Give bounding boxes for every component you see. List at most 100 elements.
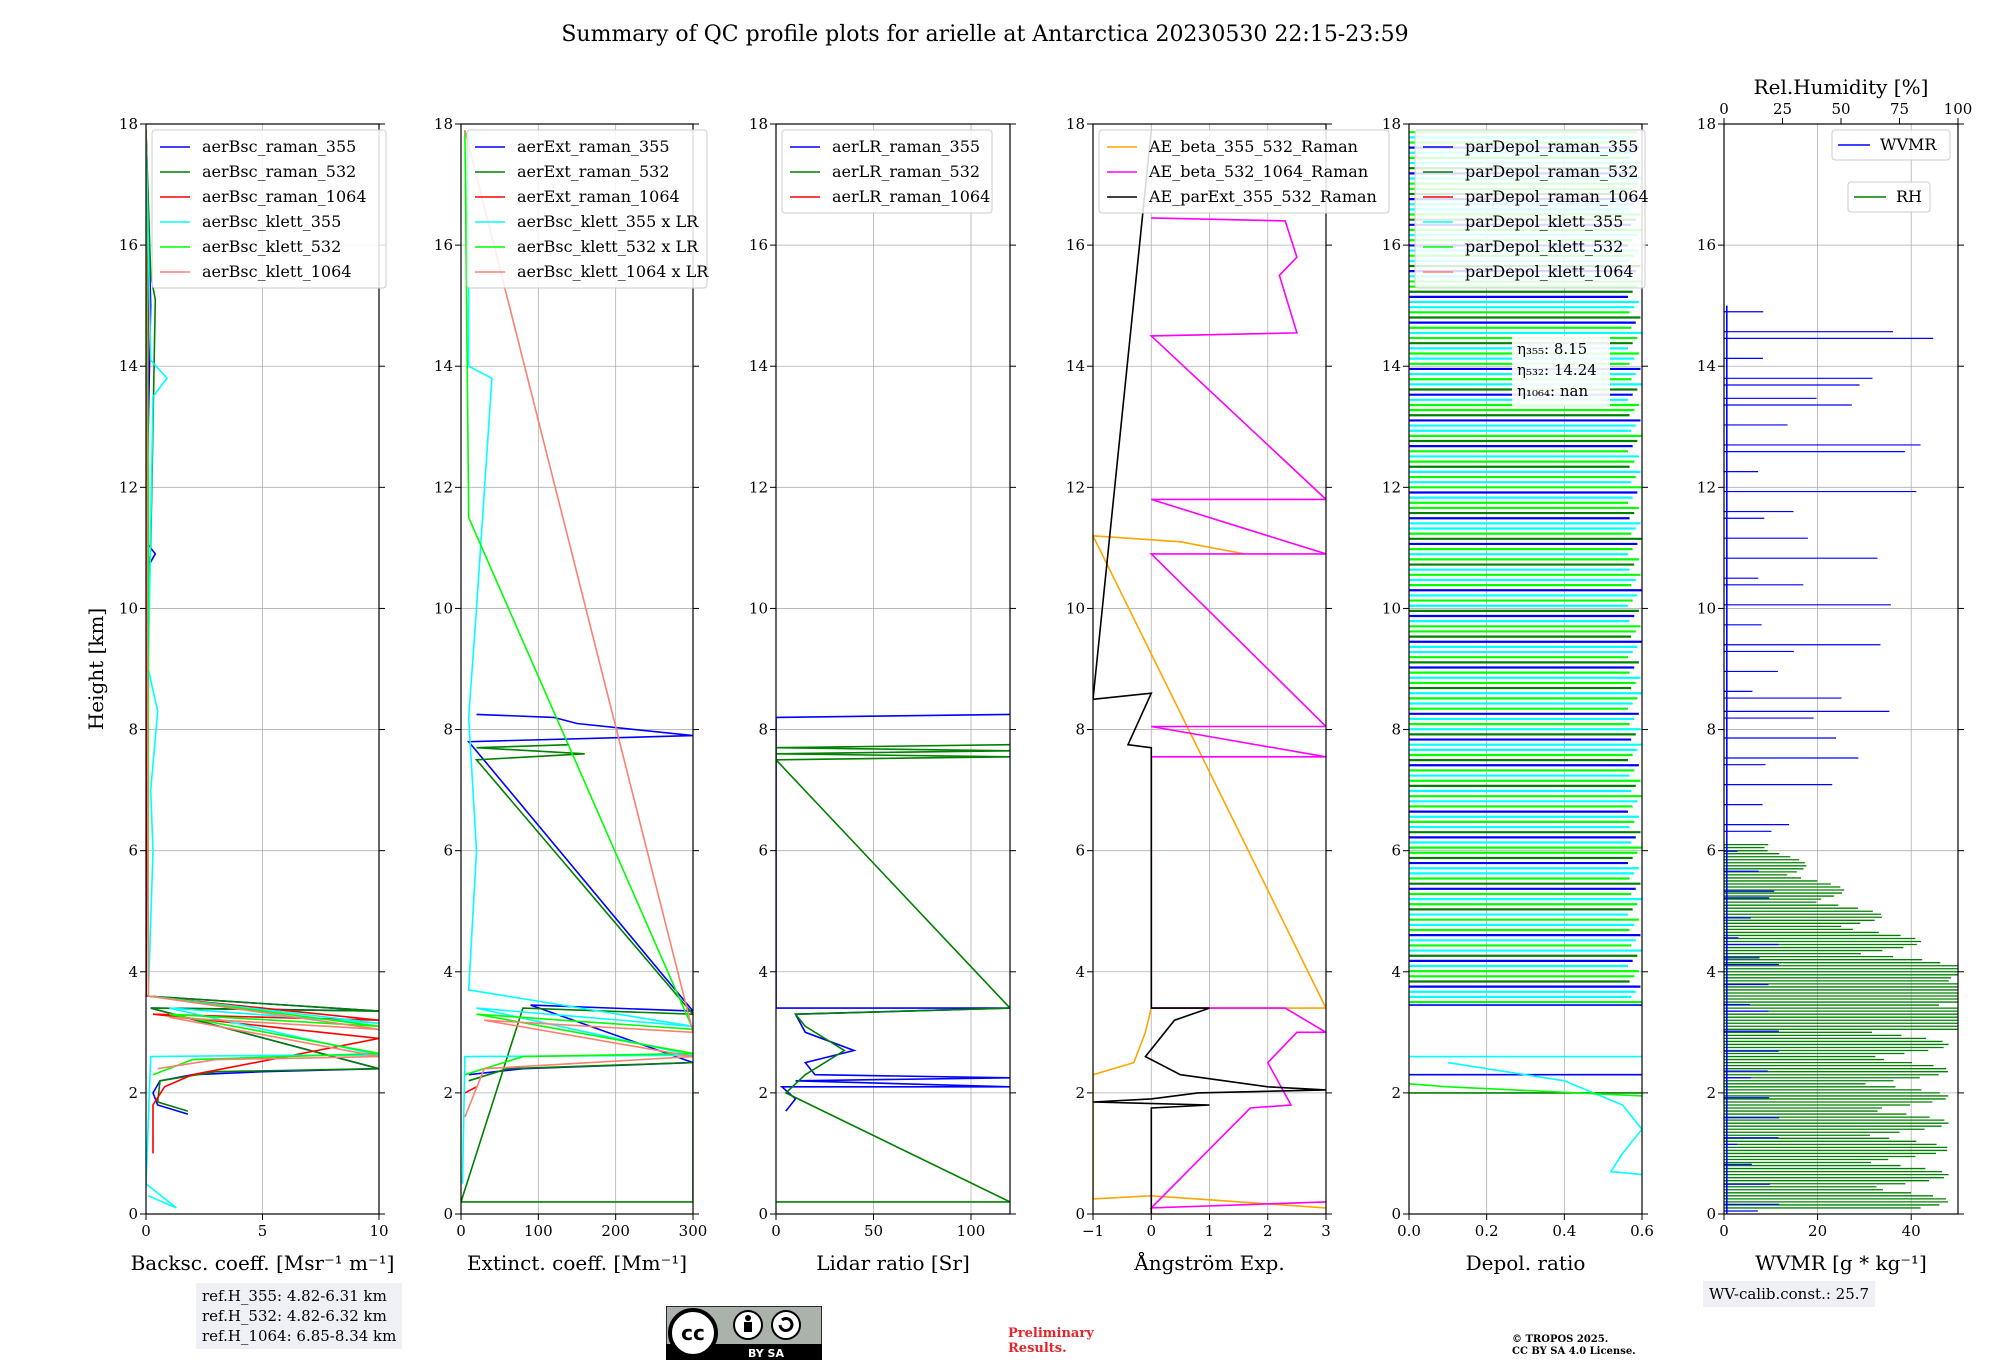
x-axis-label: Depol. ratio bbox=[1466, 1251, 1586, 1275]
y-tick-label: 2 bbox=[1706, 1084, 1716, 1102]
y-tick-label: 4 bbox=[1391, 963, 1401, 981]
series-line-aerBsc_klett_1064 x LR bbox=[464, 129, 693, 1118]
legend-entry: aerLR_raman_1064 bbox=[832, 187, 990, 206]
x-axis-label: Extinct. coeff. [Mm⁻¹] bbox=[467, 1251, 687, 1275]
preliminary-line-2: Results. bbox=[1008, 1341, 1067, 1356]
x-tick-label: 0 bbox=[1146, 1222, 1156, 1240]
legend-entry: aerExt_raman_532 bbox=[517, 162, 670, 181]
y-tick-label: 18 bbox=[1697, 115, 1716, 133]
ref-height-355: ref.H_355: 4.82-6.31 km bbox=[202, 1287, 387, 1305]
legend-box bbox=[151, 129, 387, 289]
y-tick-label: 12 bbox=[1697, 478, 1716, 496]
y-tick-label: 12 bbox=[434, 478, 453, 496]
series-line-aerBsc_raman_532 bbox=[146, 130, 379, 1112]
legend-box bbox=[466, 129, 708, 289]
y-tick-label: 2 bbox=[1075, 1084, 1085, 1102]
legend-entry: parDepol_raman_532 bbox=[1465, 162, 1638, 181]
y-tick-label: 10 bbox=[1382, 599, 1401, 617]
legend-entry: parDepol_raman_355 bbox=[1465, 137, 1638, 156]
y-tick-label: 16 bbox=[1066, 236, 1085, 254]
svg-text:cc: cc bbox=[681, 1321, 705, 1345]
preliminary-line-1: Preliminary bbox=[1008, 1326, 1094, 1341]
y-tick-label: 10 bbox=[119, 599, 138, 617]
y-tick-label: 8 bbox=[1391, 721, 1401, 739]
eta-label: η₅₃₂: 14.24 bbox=[1517, 361, 1597, 379]
y-tick-label: 8 bbox=[128, 721, 138, 739]
plot-area bbox=[1724, 305, 1958, 1214]
series-line-aerBsc_klett_355 x LR bbox=[461, 130, 693, 1184]
legend-entry: aerExt_raman_1064 bbox=[517, 187, 680, 206]
panel-p1: 0 5 10 0 2 4 6 8 10 12 14 16 18 Backsc. coeff. [Msr⁻¹… bbox=[84, 115, 394, 1275]
x-tick-label: 40 bbox=[1902, 1222, 1921, 1240]
y-tick-label: 0 bbox=[128, 1205, 138, 1223]
series-line-aerExt_raman_1064 bbox=[464, 1086, 477, 1094]
y-tick-label: 4 bbox=[1706, 963, 1716, 981]
legend-entry: aerBsc_klett_355 x LR bbox=[517, 212, 699, 231]
series-line-AE_beta_532_1064_Raman bbox=[1149, 217, 1326, 1209]
x-tick-label: 0.4 bbox=[1552, 1222, 1576, 1240]
legend-entry: AE_beta_532_1064_Raman bbox=[1148, 162, 1368, 181]
y-tick-label: 14 bbox=[749, 357, 768, 375]
x-tick-label: −1 bbox=[1082, 1222, 1104, 1240]
axes-frame bbox=[1408, 123, 1643, 1215]
legend-box bbox=[1847, 181, 1931, 213]
y-tick-label: 4 bbox=[758, 963, 768, 981]
y-tick-label: 4 bbox=[443, 963, 453, 981]
y-tick-label: 16 bbox=[434, 236, 453, 254]
y-tick-label: 2 bbox=[758, 1084, 768, 1102]
series-line-aerExt_raman_532 bbox=[461, 743, 693, 1203]
y-tick-label: 6 bbox=[758, 842, 768, 860]
y-tick-label: 10 bbox=[749, 599, 768, 617]
cc-badge-text: BY SA bbox=[748, 1347, 785, 1360]
x-tick-label: 0.2 bbox=[1475, 1222, 1499, 1240]
legend-entry: aerLR_raman_355 bbox=[832, 137, 980, 156]
legend-entry: WVMR bbox=[1880, 135, 1937, 154]
y-tick-label: 10 bbox=[434, 599, 453, 617]
y-tick-label: 6 bbox=[443, 842, 453, 860]
legend-entry: aerBsc_klett_1064 bbox=[202, 262, 351, 281]
legend-entry: aerBsc_raman_1064 bbox=[202, 187, 367, 206]
x-axis-label: WVMR [g * kg⁻¹] bbox=[1755, 1251, 1927, 1275]
legend-entry: parDepol_klett_532 bbox=[1465, 237, 1623, 256]
y-axis-label: Height [km] bbox=[84, 608, 108, 730]
legend-entry: aerBsc_raman_355 bbox=[202, 137, 356, 156]
x-tick-label: 0.6 bbox=[1630, 1222, 1654, 1240]
series-line-parDepol_klett_532 bbox=[1409, 1083, 1642, 1097]
x-tick-label: 0 bbox=[141, 1222, 151, 1240]
x-axis-label: Backsc. coeff. [Msr⁻¹ m⁻¹] bbox=[131, 1251, 395, 1275]
top-x-axis-label: Rel.Humidity [%] bbox=[1754, 75, 1929, 99]
ref-height-1064: ref.H_1064: 6.85-8.34 km bbox=[202, 1327, 397, 1345]
panel-p2: 0 100 200 300 0 2 4 6 8 10 12 14 16 18 Extinct. coeff.… bbox=[434, 115, 709, 1275]
legend-entry: AE_parExt_355_532_Raman bbox=[1148, 187, 1377, 206]
x-axis-label: Lidar ratio [Sr] bbox=[816, 1251, 970, 1275]
legend-entry: RH bbox=[1896, 187, 1922, 206]
y-tick-label: 12 bbox=[749, 478, 768, 496]
y-tick-label: 18 bbox=[119, 115, 138, 133]
y-tick-label: 16 bbox=[1382, 236, 1401, 254]
axes-frame bbox=[775, 123, 1011, 1215]
y-tick-label: 0 bbox=[1706, 1205, 1716, 1223]
x-tick-label: 0 bbox=[771, 1222, 781, 1240]
x-tick-label: 3 bbox=[1321, 1222, 1331, 1240]
y-tick-label: 14 bbox=[434, 357, 453, 375]
top-x-tick-label: 75 bbox=[1890, 100, 1909, 118]
y-tick-label: 6 bbox=[1075, 842, 1085, 860]
x-tick-label: 200 bbox=[601, 1222, 630, 1240]
x-tick-label: 20 bbox=[1808, 1222, 1827, 1240]
x-tick-label: 0 bbox=[456, 1222, 466, 1240]
x-tick-label: 300 bbox=[679, 1222, 708, 1240]
legend-entry: aerExt_raman_355 bbox=[517, 137, 670, 156]
y-tick-label: 6 bbox=[1391, 842, 1401, 860]
y-tick-label: 0 bbox=[758, 1205, 768, 1223]
legend-entry: aerBsc_klett_532 bbox=[202, 237, 341, 256]
x-tick-label: 100 bbox=[957, 1222, 986, 1240]
legend-entry: aerBsc_klett_1064 x LR bbox=[517, 262, 709, 281]
y-tick-label: 10 bbox=[1697, 599, 1716, 617]
legend-entry: parDepol_klett_1064 bbox=[1465, 262, 1634, 281]
legend-entry: parDepol_raman_1064 bbox=[1465, 187, 1649, 206]
y-tick-label: 14 bbox=[119, 357, 138, 375]
y-tick-label: 4 bbox=[128, 963, 138, 981]
y-tick-label: 0 bbox=[1391, 1205, 1401, 1223]
